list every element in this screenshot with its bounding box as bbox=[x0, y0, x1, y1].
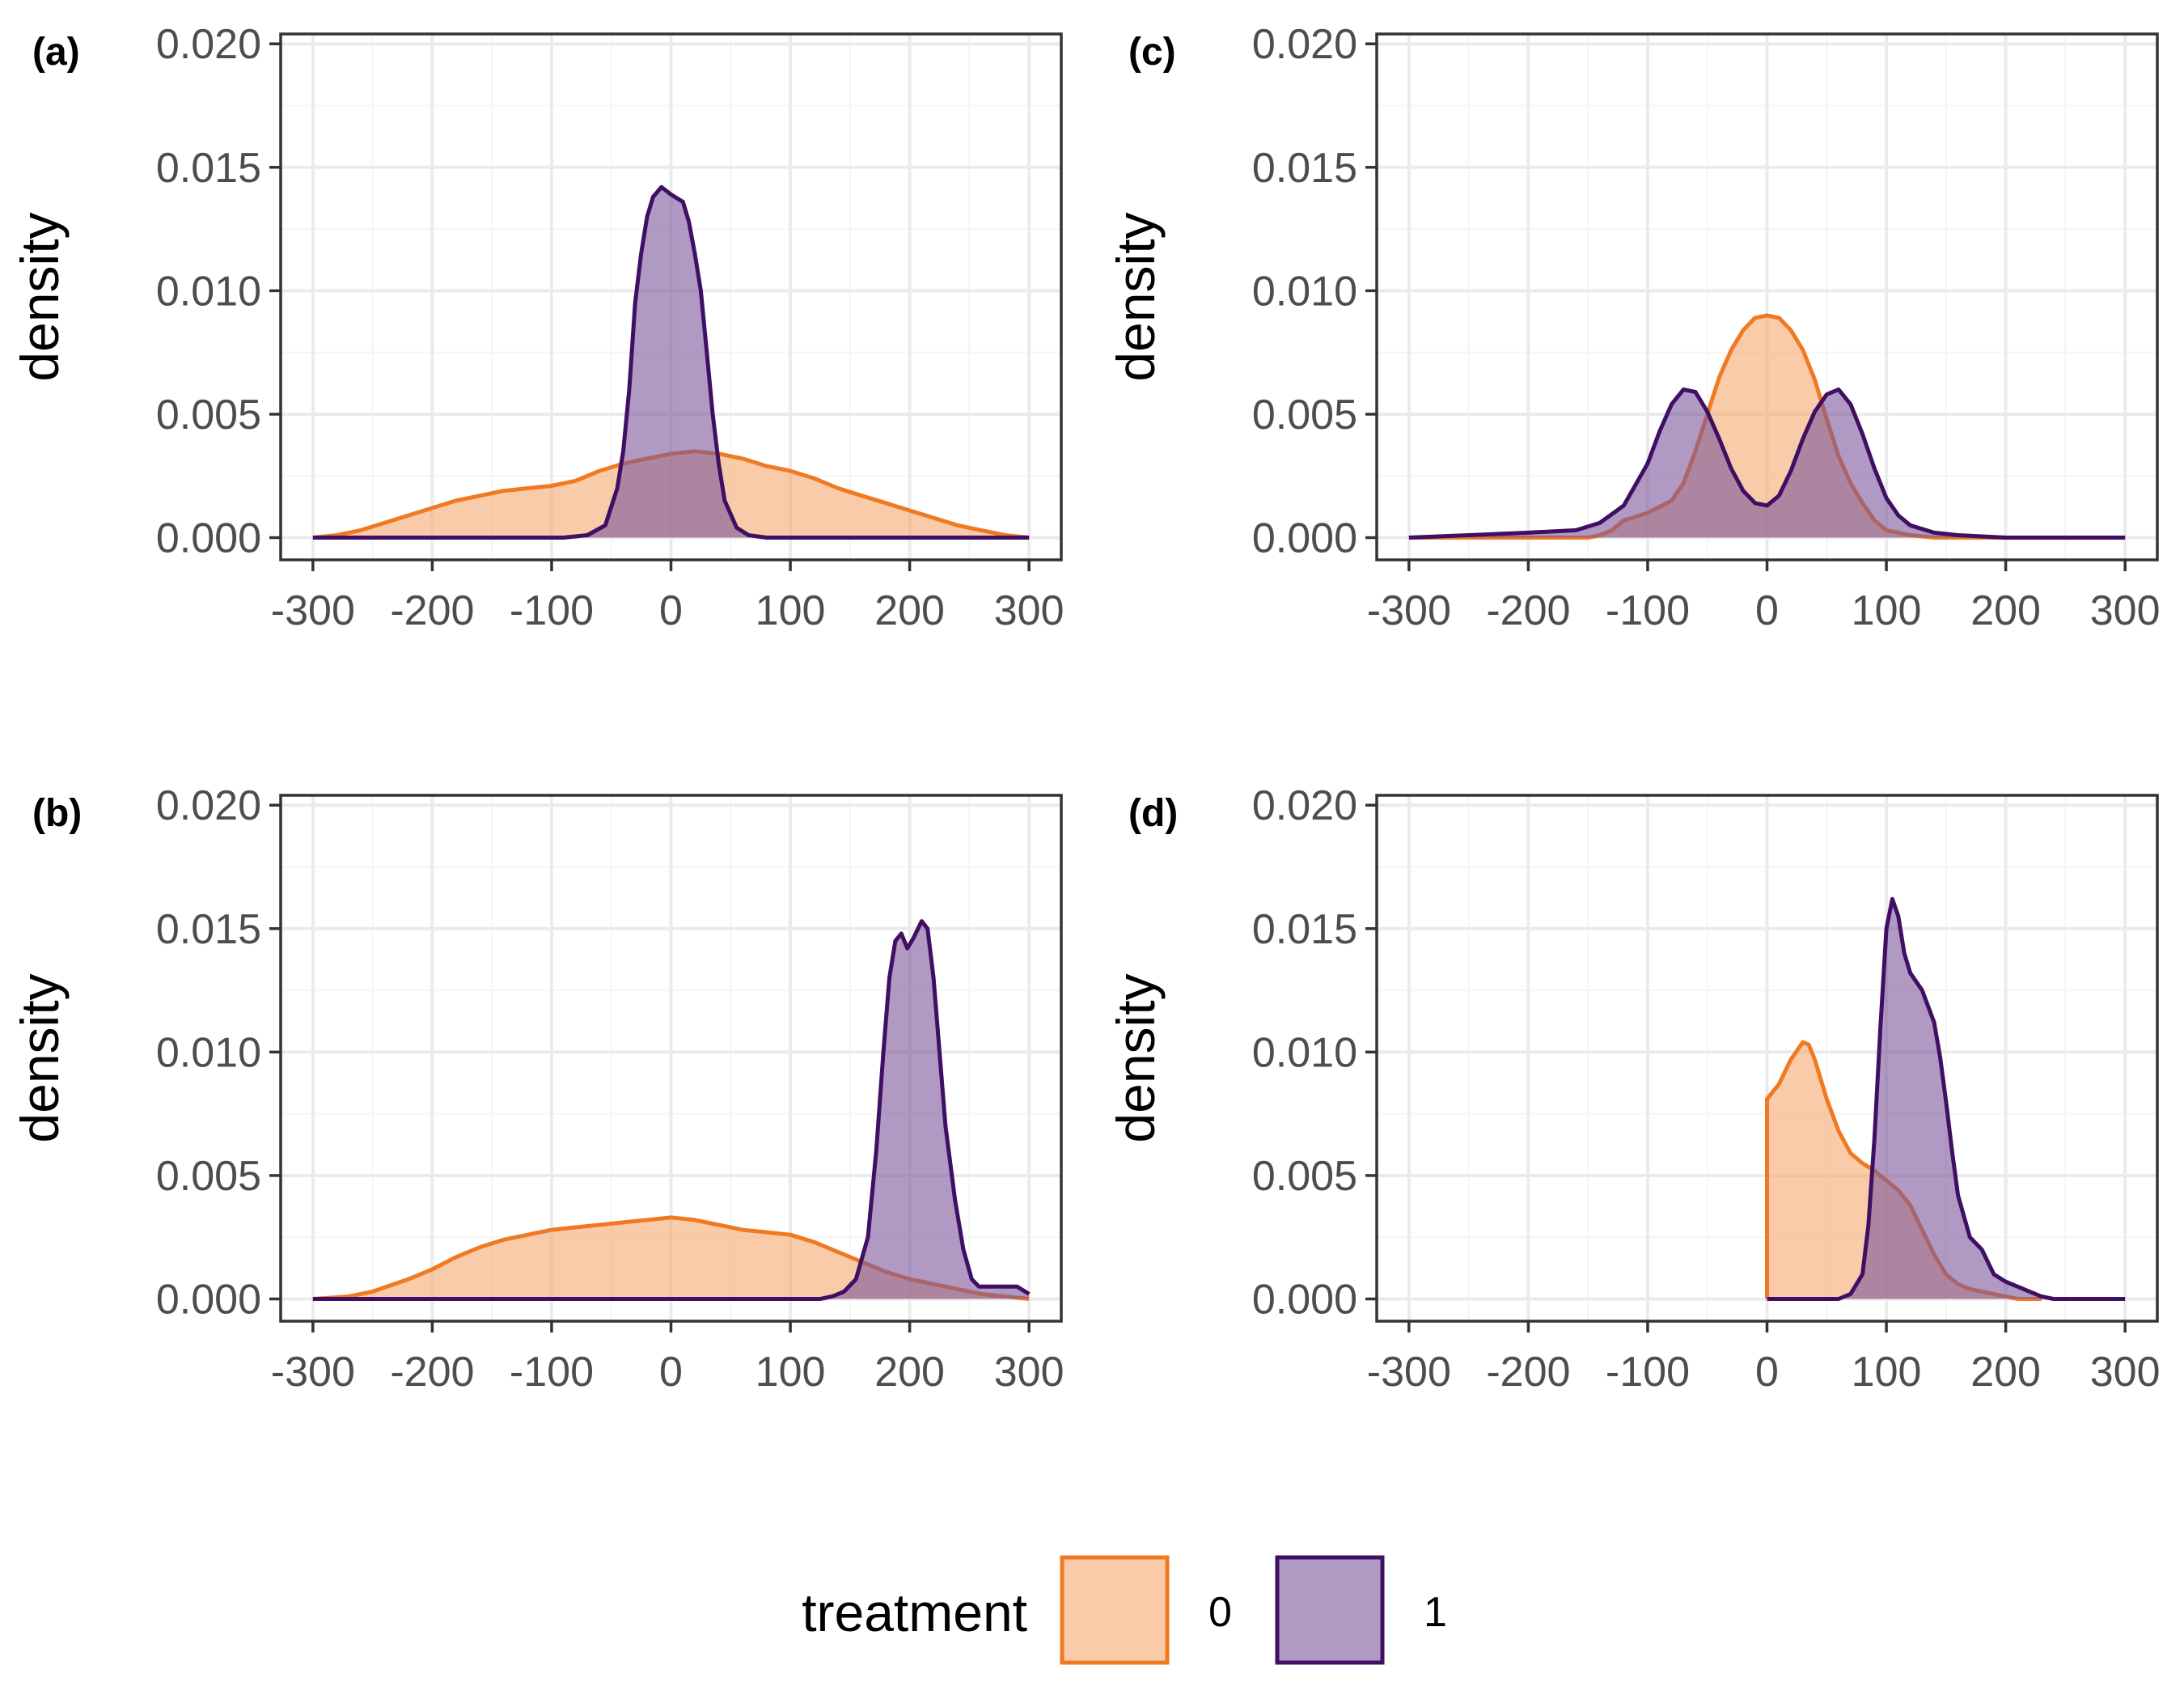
x-tick-label: -200 bbox=[1486, 1349, 1570, 1396]
x-tick-label: 100 bbox=[756, 587, 826, 634]
y-axis-title: density bbox=[10, 212, 70, 381]
y-tick-label: 0.005 bbox=[1252, 1153, 1357, 1200]
x-tick-label: 200 bbox=[1970, 587, 2041, 634]
x-tick-label: -100 bbox=[1606, 587, 1690, 634]
y-tick-label: 0.010 bbox=[156, 1029, 261, 1076]
density-line-series-1 bbox=[312, 919, 1031, 1301]
x-tick-label: 0 bbox=[659, 1349, 683, 1396]
legend: treatment 0 1 bbox=[802, 1555, 1447, 1665]
x-tick-label: -300 bbox=[1367, 587, 1451, 634]
x-tick-label: 200 bbox=[1970, 1349, 2041, 1396]
y-tick-label: 0.010 bbox=[1252, 1029, 1357, 1076]
y-tick-label: 0.000 bbox=[156, 515, 261, 562]
x-tick-label: -300 bbox=[271, 1349, 355, 1396]
x-tick-label: -100 bbox=[1606, 1349, 1690, 1396]
density-area-series-1 bbox=[1767, 899, 2126, 1299]
x-tick-label: 100 bbox=[756, 1349, 826, 1396]
y-tick-label: 0.015 bbox=[156, 145, 261, 192]
x-tick-label: -300 bbox=[271, 587, 355, 634]
y-tick-label: 0.015 bbox=[156, 906, 261, 953]
x-tick-label: 200 bbox=[874, 1349, 945, 1396]
panel-tag: (d) bbox=[1128, 792, 1178, 835]
x-tick-label: 300 bbox=[2090, 1349, 2161, 1396]
y-tick-label: 0.010 bbox=[156, 268, 261, 315]
x-tick-label: 300 bbox=[2090, 587, 2161, 634]
x-tick-label: 100 bbox=[1852, 587, 1922, 634]
y-tick-label: 0.000 bbox=[1252, 515, 1357, 562]
density-area-series-1 bbox=[312, 921, 1030, 1299]
y-tick-label: 0.020 bbox=[156, 21, 261, 68]
legend-key-0 bbox=[1060, 1555, 1170, 1665]
density-area-series-1 bbox=[312, 187, 1030, 538]
y-tick-label: 0.010 bbox=[1252, 268, 1357, 315]
y-tick-label: 0.005 bbox=[156, 392, 261, 439]
panel-0: 0.000 0.005 0.010 0.015 0.020 -300 -200 -100 0 10… bbox=[10, 21, 1064, 634]
y-tick-label: 0.020 bbox=[1252, 21, 1357, 68]
x-tick-label: -100 bbox=[510, 587, 594, 634]
x-tick-label: 200 bbox=[874, 587, 945, 634]
y-axis-title: density bbox=[10, 973, 70, 1142]
density-line-series-1 bbox=[1767, 896, 2126, 1301]
x-tick-label: 0 bbox=[1755, 1349, 1779, 1396]
density-area-series-0 bbox=[1767, 1042, 2042, 1299]
x-tick-label: 100 bbox=[1852, 1349, 1922, 1396]
y-tick-label: 0.015 bbox=[1252, 906, 1357, 953]
panel-tag: (b) bbox=[32, 792, 82, 835]
y-tick-label: 0.015 bbox=[1252, 145, 1357, 192]
y-axis-title: density bbox=[1106, 973, 1166, 1142]
y-tick-label: 0.000 bbox=[156, 1277, 261, 1324]
x-tick-label: -300 bbox=[1367, 1349, 1451, 1396]
x-tick-label: 300 bbox=[994, 1349, 1064, 1396]
panel-tag: (a) bbox=[32, 31, 80, 74]
density-area-series-0 bbox=[1408, 315, 2126, 538]
y-tick-label: 0.020 bbox=[1252, 782, 1357, 829]
panel-tag: (c) bbox=[1128, 31, 1176, 74]
legend-key-1 bbox=[1275, 1555, 1385, 1665]
density-area-series-1 bbox=[1408, 389, 2126, 538]
y-tick-label: 0.005 bbox=[156, 1153, 261, 1200]
x-tick-label: 0 bbox=[1755, 587, 1779, 634]
legend-label-1: 1 bbox=[1424, 1589, 1447, 1636]
density-line-series-1 bbox=[1408, 387, 2126, 540]
y-axis-title: density bbox=[1106, 212, 1166, 381]
y-tick-label: 0.005 bbox=[1252, 392, 1357, 439]
x-tick-label: 0 bbox=[659, 587, 683, 634]
density-line-series-1 bbox=[312, 184, 1030, 540]
x-tick-label: -200 bbox=[390, 1349, 474, 1396]
legend-label-0: 0 bbox=[1208, 1589, 1232, 1636]
panel-2: 0.000 0.005 0.010 0.015 0.020 -300 -200 -100 0 10… bbox=[1106, 21, 2161, 634]
x-tick-label: -200 bbox=[1486, 587, 1570, 634]
panel-1: 0.000 0.005 0.010 0.015 0.020 -300 -200 -100 0 10… bbox=[10, 782, 1064, 1396]
y-tick-label: 0.000 bbox=[1252, 1277, 1357, 1324]
x-tick-label: 300 bbox=[994, 587, 1064, 634]
x-tick-label: -100 bbox=[510, 1349, 594, 1396]
panel-3: 0.000 0.005 0.010 0.015 0.020 -300 -200 -100 0 10… bbox=[1106, 782, 2161, 1396]
legend-title: treatment bbox=[802, 1582, 1027, 1642]
density-area-series-0 bbox=[312, 1217, 1030, 1299]
x-tick-label: -200 bbox=[390, 587, 474, 634]
y-tick-label: 0.020 bbox=[156, 782, 261, 829]
panels: 0.000 0.005 0.010 0.015 0.020 -300 -200 -100 0 10… bbox=[10, 21, 2161, 1396]
